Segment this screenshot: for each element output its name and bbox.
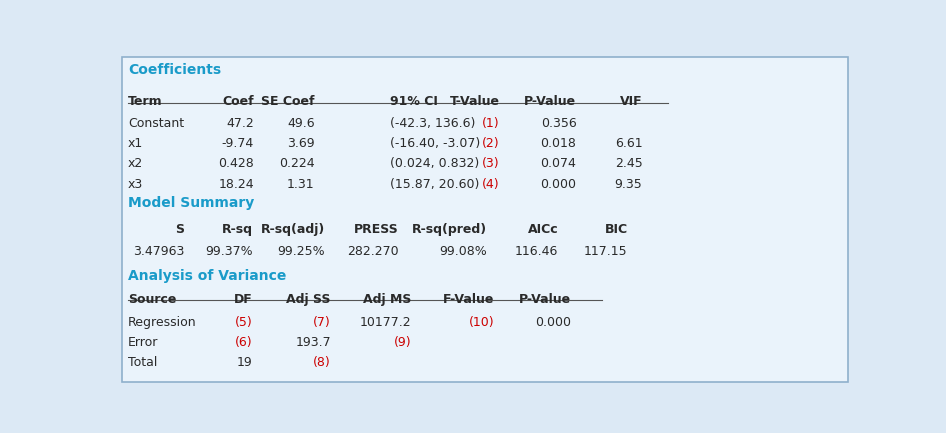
Text: x1: x1 bbox=[128, 137, 143, 150]
Text: Total: Total bbox=[128, 356, 157, 369]
Text: Source: Source bbox=[128, 293, 176, 306]
Text: 91% CI: 91% CI bbox=[390, 95, 437, 108]
Text: 0.018: 0.018 bbox=[540, 137, 576, 150]
Text: (4): (4) bbox=[482, 178, 499, 191]
Text: 1.31: 1.31 bbox=[287, 178, 315, 191]
Text: Constant: Constant bbox=[128, 117, 184, 130]
Text: 49.6: 49.6 bbox=[287, 117, 315, 130]
Text: 18.24: 18.24 bbox=[219, 178, 254, 191]
FancyBboxPatch shape bbox=[122, 57, 848, 382]
Text: 47.2: 47.2 bbox=[226, 117, 254, 130]
Text: 116.46: 116.46 bbox=[515, 245, 558, 258]
Text: (-16.40, -3.07): (-16.40, -3.07) bbox=[390, 137, 480, 150]
Text: (3): (3) bbox=[482, 157, 499, 170]
Text: 0.224: 0.224 bbox=[279, 157, 315, 170]
Text: 0.000: 0.000 bbox=[540, 178, 576, 191]
Text: 3.47963: 3.47963 bbox=[132, 245, 184, 258]
Text: P-Value: P-Value bbox=[524, 95, 576, 108]
Text: P-Value: P-Value bbox=[519, 293, 571, 306]
Text: 19: 19 bbox=[236, 356, 253, 369]
Text: R-sq(pred): R-sq(pred) bbox=[412, 223, 487, 236]
Text: (7): (7) bbox=[313, 316, 331, 329]
Text: Adj SS: Adj SS bbox=[287, 293, 331, 306]
Text: 117.15: 117.15 bbox=[585, 245, 628, 258]
Text: 10177.2: 10177.2 bbox=[359, 316, 412, 329]
Text: 0.000: 0.000 bbox=[535, 316, 571, 329]
Text: Coefficients: Coefficients bbox=[128, 63, 221, 77]
Text: 0.428: 0.428 bbox=[219, 157, 254, 170]
Text: 193.7: 193.7 bbox=[295, 336, 331, 349]
Text: SE Coef: SE Coef bbox=[261, 95, 315, 108]
Text: Analysis of Variance: Analysis of Variance bbox=[128, 268, 286, 283]
Text: (-42.3, 136.6): (-42.3, 136.6) bbox=[390, 117, 475, 130]
Text: AICc: AICc bbox=[528, 223, 558, 236]
Text: 282.270: 282.270 bbox=[347, 245, 399, 258]
Text: 6.61: 6.61 bbox=[615, 137, 642, 150]
Text: (8): (8) bbox=[313, 356, 331, 369]
Text: PRESS: PRESS bbox=[355, 223, 399, 236]
Text: Coef: Coef bbox=[222, 95, 254, 108]
Text: S: S bbox=[175, 223, 184, 236]
Text: 9.35: 9.35 bbox=[615, 178, 642, 191]
Text: (0.024, 0.832): (0.024, 0.832) bbox=[390, 157, 479, 170]
Text: 2.45: 2.45 bbox=[615, 157, 642, 170]
Text: 99.08%: 99.08% bbox=[439, 245, 487, 258]
Text: 0.074: 0.074 bbox=[540, 157, 576, 170]
Text: (5): (5) bbox=[235, 316, 253, 329]
Text: x3: x3 bbox=[128, 178, 143, 191]
Text: DF: DF bbox=[234, 293, 253, 306]
Text: F-Value: F-Value bbox=[443, 293, 495, 306]
Text: (15.87, 20.60): (15.87, 20.60) bbox=[390, 178, 479, 191]
Text: 99.37%: 99.37% bbox=[204, 245, 253, 258]
Text: (6): (6) bbox=[235, 336, 253, 349]
Text: VIF: VIF bbox=[620, 95, 642, 108]
Text: R-sq: R-sq bbox=[221, 223, 253, 236]
Text: Adj MS: Adj MS bbox=[363, 293, 412, 306]
Text: Error: Error bbox=[128, 336, 158, 349]
Text: x2: x2 bbox=[128, 157, 143, 170]
Text: 3.69: 3.69 bbox=[287, 137, 315, 150]
Text: BIC: BIC bbox=[604, 223, 628, 236]
Text: 0.356: 0.356 bbox=[541, 117, 576, 130]
Text: 99.25%: 99.25% bbox=[277, 245, 325, 258]
Text: Regression: Regression bbox=[128, 316, 197, 329]
Text: (10): (10) bbox=[468, 316, 495, 329]
Text: (2): (2) bbox=[482, 137, 499, 150]
Text: Model Summary: Model Summary bbox=[128, 196, 254, 210]
Text: (1): (1) bbox=[482, 117, 499, 130]
Text: -9.74: -9.74 bbox=[221, 137, 254, 150]
Text: (9): (9) bbox=[394, 336, 412, 349]
Text: R-sq(adj): R-sq(adj) bbox=[261, 223, 325, 236]
Text: Term: Term bbox=[128, 95, 163, 108]
Text: T-Value: T-Value bbox=[449, 95, 499, 108]
